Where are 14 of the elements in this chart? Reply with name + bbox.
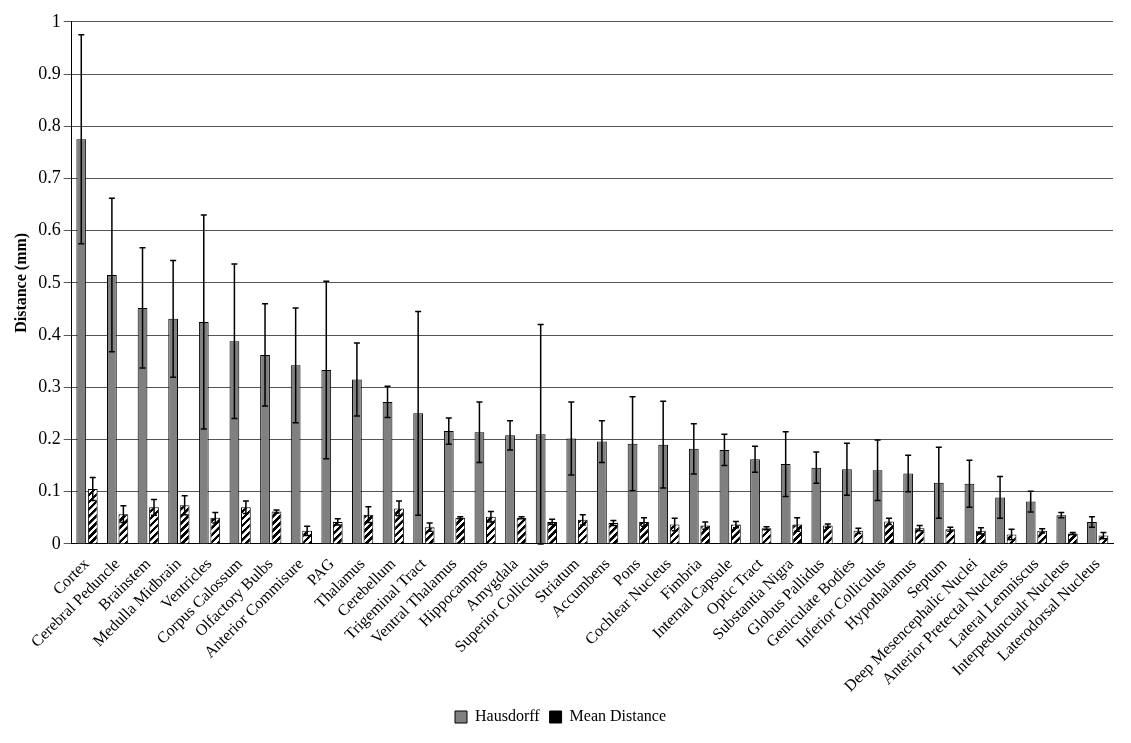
y-tick-label: 0.3 xyxy=(38,376,61,396)
y-tick-label: 0 xyxy=(51,532,61,553)
y-tick-label: 1 xyxy=(51,10,61,31)
y-tick-label: 0.2 xyxy=(38,428,61,449)
y-tick-label: 0.4 xyxy=(38,323,61,344)
y-tick-label: 0.1 xyxy=(38,480,61,501)
y-tick-label: 0.7 xyxy=(38,167,61,188)
y-tick-label: 0.6 xyxy=(38,219,61,240)
y-axis-title: Distance (mm) xyxy=(11,232,30,333)
y-tick-label: 0.8 xyxy=(38,114,61,135)
y-tick-label: 0.5 xyxy=(38,271,61,292)
legend-label: Hausdorff xyxy=(475,707,541,725)
legend-label: Mean Distance xyxy=(569,707,666,725)
y-tick-label: 0.9 xyxy=(38,62,61,83)
